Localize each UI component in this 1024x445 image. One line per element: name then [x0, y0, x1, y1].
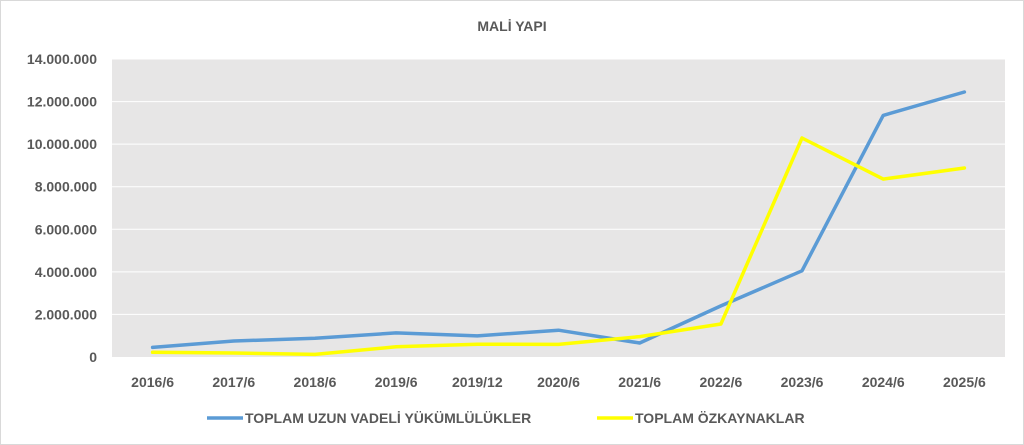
data-point	[232, 339, 235, 343]
data-point	[882, 177, 885, 181]
data-point	[638, 341, 641, 345]
gridlines	[112, 58, 1005, 315]
legend-label: TOPLAM UZUN VADELİ YÜKÜMLÜLÜKLER	[245, 410, 531, 426]
data-point	[313, 337, 317, 340]
y-tick-label: 8.000.000	[35, 179, 97, 195]
y-tick-label: 6.000.000	[35, 221, 97, 237]
y-axis: 0 2.000.000 4.000.000 6.000.000 8.000.000 10.…	[27, 51, 97, 365]
data-point	[800, 136, 804, 140]
x-tick-label: 2021/6	[618, 374, 661, 390]
data-point	[151, 351, 154, 354]
x-axis: 2016/6 2017/6 2018/6 2019/6 2019/12 2020/6 202…	[131, 374, 986, 390]
data-point	[963, 166, 966, 170]
x-tick-label: 2022/6	[699, 374, 742, 390]
x-tick-label: 2016/6	[131, 374, 174, 390]
data-point	[232, 351, 235, 355]
legend-label: TOPLAM ÖZKAYNAKLAR	[635, 410, 805, 426]
data-point	[394, 345, 398, 348]
x-tick-label: 2020/6	[537, 374, 580, 390]
legend: TOPLAM UZUN VADELİ YÜKÜMLÜLÜKLER TOPLAM Ö…	[207, 410, 805, 426]
x-tick-label: 2024/6	[862, 374, 905, 390]
data-point	[476, 334, 479, 338]
data-point	[719, 322, 723, 326]
data-point	[719, 304, 723, 308]
data-point	[476, 343, 479, 346]
data-point	[800, 269, 804, 272]
x-tick-label: 2019/12	[452, 374, 503, 390]
data-point	[313, 353, 317, 356]
y-tick-label: 4.000.000	[35, 264, 97, 280]
y-tick-label: 0	[89, 349, 97, 365]
data-point	[638, 335, 641, 338]
x-tick-label: 2023/6	[781, 374, 824, 390]
x-tick-label: 2019/6	[375, 374, 418, 390]
data-point	[963, 90, 966, 94]
x-tick-label: 2025/6	[943, 374, 986, 390]
data-point	[557, 343, 560, 346]
plot-area	[112, 59, 1005, 357]
x-tick-label: 2018/6	[294, 374, 337, 390]
legend-item: TOPLAM ÖZKAYNAKLAR	[597, 410, 805, 426]
y-tick-label: 2.000.000	[35, 306, 97, 322]
legend-item: TOPLAM UZUN VADELİ YÜKÜMLÜLÜKLER	[207, 410, 531, 426]
series-lines	[150, 90, 967, 357]
chart-title: MALİ YAPI	[477, 18, 546, 34]
x-tick-label: 2017/6	[212, 374, 255, 390]
data-point	[151, 346, 154, 349]
y-tick-label: 12.000.000	[27, 94, 97, 110]
data-point	[394, 331, 398, 335]
data-point	[557, 328, 560, 332]
data-point	[882, 114, 885, 117]
y-tick-label: 10.000.000	[27, 136, 97, 152]
y-tick-label: 14.000.000	[27, 51, 97, 67]
